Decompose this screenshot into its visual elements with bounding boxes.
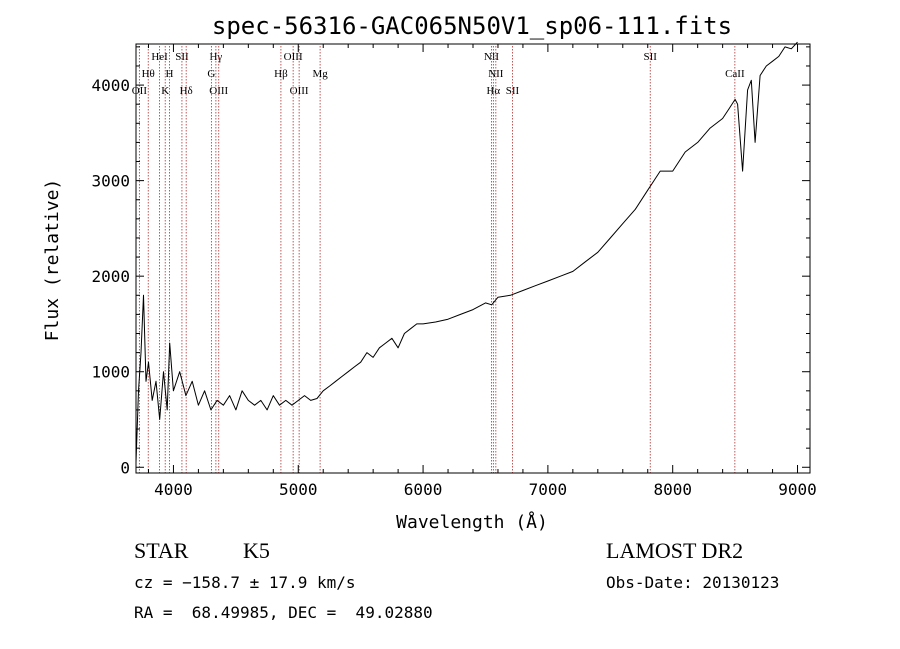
plot-frame — [135, 43, 811, 474]
spectral-line-label-3: OIII — [284, 51, 303, 63]
x-tick-label-9000: 9000 — [778, 480, 817, 499]
spectral-line-label-15: Hδ — [180, 85, 193, 97]
x-axis-label: Wavelength (Å) — [396, 511, 548, 533]
spectral-line-label-6: Hθ — [142, 68, 155, 80]
y-tick-label-3000: 3000 — [91, 172, 130, 191]
chart-title: spec-56316-GAC065N50V1_sp06-111.fits — [212, 12, 732, 40]
spectral-line-label-13: OII — [132, 85, 148, 97]
spectral-line-label-8: G — [207, 68, 215, 80]
spectral-line-label-10: Mg — [312, 68, 328, 80]
spectral-line-label-11: NII — [488, 68, 504, 80]
spectral-line-label-4: NII — [484, 51, 500, 63]
object-class: STAR — [134, 538, 189, 563]
x-tick-label-7000: 7000 — [529, 480, 568, 499]
spectrum-line-0 — [135, 41, 798, 463]
y-axis-label: Flux (relative) — [42, 179, 63, 342]
coordinates: RA = 68.49985, DEC = 49.02880 — [134, 603, 433, 622]
y-axis: 0 1000 2000 3000 4000 — [91, 46, 810, 477]
object-subclass: K5 — [243, 538, 270, 563]
spectral-line-label-17: OIII — [290, 85, 309, 97]
x-tick-label-6000: 6000 — [404, 480, 443, 499]
y-tick-label-4000: 4000 — [91, 76, 130, 95]
x-tick-label-8000: 8000 — [653, 480, 692, 499]
y-tick-label-0: 0 — [120, 458, 130, 477]
x-axis: 4000 5000 6000 7000 8000 9000 — [147, 44, 817, 499]
spectrum-series — [135, 41, 798, 463]
observation-date: Obs-Date: 20130123 — [606, 573, 780, 592]
x-tick-label-4000: 4000 — [154, 480, 193, 499]
spectral-line-label-14: K — [161, 85, 169, 97]
spectral-line-label-1: SII — [175, 51, 189, 63]
survey-name: LAMOST DR2 — [606, 538, 744, 563]
spectral-line-label-9: Hβ — [274, 68, 288, 80]
spectral-line-label-2: Hγ — [209, 51, 222, 63]
spectral-line-label-5: SII — [644, 51, 658, 63]
spectral-line-label-0: HeI — [151, 51, 168, 63]
spectral-line-label-18: Hα — [486, 85, 500, 97]
spectral-line-label-12: CaII — [725, 68, 745, 80]
spectral-line-label-16: OIII — [209, 85, 228, 97]
redshift-cz: cz = −158.7 ± 17.9 km/s — [134, 573, 356, 592]
y-tick-label-1000: 1000 — [91, 363, 130, 382]
spectral-line-label-7: H — [165, 68, 173, 80]
y-tick-label-2000: 2000 — [91, 267, 130, 286]
x-tick-label-5000: 5000 — [279, 480, 318, 499]
spectral-line-label-19: SII — [506, 85, 520, 97]
